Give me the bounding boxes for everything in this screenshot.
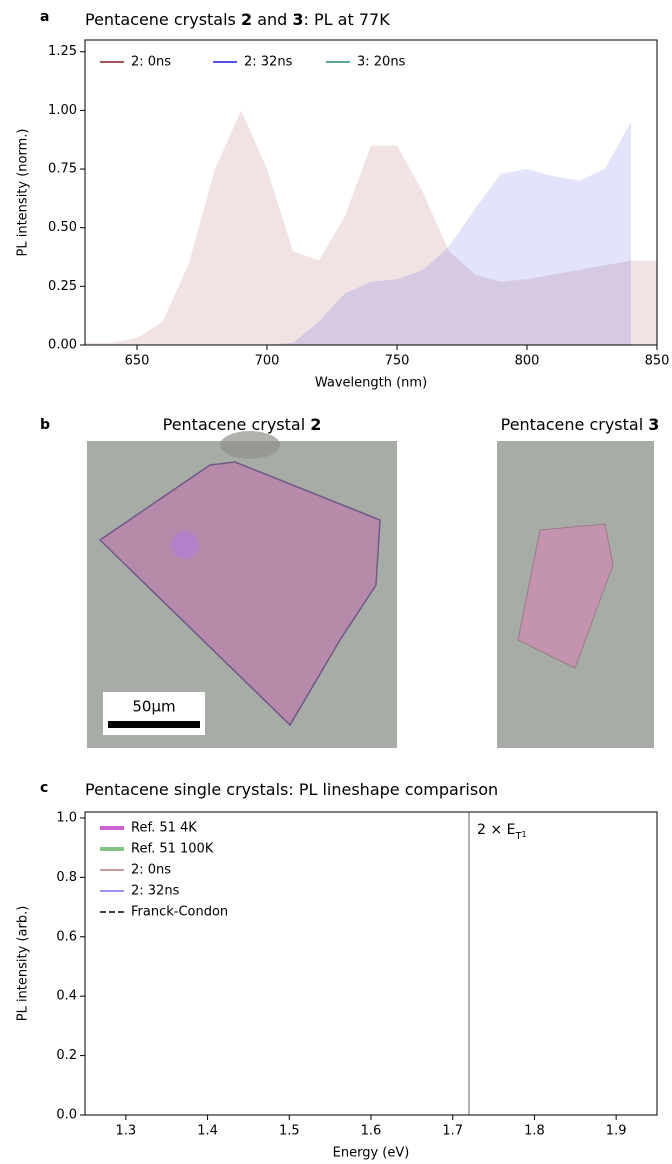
x-tick-label: 1.4 [197,1124,218,1139]
text-run: 2 [241,10,252,29]
annotation: 2 × ET1 [477,822,527,842]
text-run: Pentacene crystals [85,10,241,29]
y-tick-label: 0.25 [48,279,77,294]
photo-caption: Pentacene crystal 3 [501,415,660,434]
x-tick-label: 1.6 [361,1124,382,1139]
x-tick-label: 750 [385,354,410,369]
scale-bar-label: 50μm [132,698,175,716]
y-tick-label: 0.2 [56,1048,77,1063]
text-run: Pentacene crystal [163,415,311,434]
annotation-text: 2 × E [477,822,515,838]
photo: 50μm [87,431,397,748]
text-run: 3 [648,415,659,434]
legend-label: Franck-Condon [131,905,228,920]
legend-label: 2: 32ns [131,884,180,899]
annotation-subsub: 1 [522,830,527,839]
panel-label: a [40,9,49,25]
y-tick-label: 1.00 [48,103,77,118]
text-run: Pentacene single crystals: PL lineshape … [85,780,498,799]
y-tick-label: 0.50 [48,220,77,235]
plot-area [85,110,657,345]
text-run: : PL at 77K [304,10,391,29]
x-tick-label: 700 [255,354,280,369]
panel-label: c [40,780,48,796]
y-tick-label: 0.00 [48,338,77,353]
legend-label: 2: 0ns [131,863,171,878]
x-tick-label: 1.5 [279,1124,300,1139]
y-tick-label: 0.6 [56,929,77,944]
x-axis-label: Energy (eV) [333,1146,410,1161]
photo [497,441,654,748]
y-axis-label: PL intensity (norm.) [16,129,31,257]
x-tick-label: 1.9 [606,1124,627,1139]
x-tick-label: 1.8 [524,1124,545,1139]
x-tick-label: 800 [515,354,540,369]
x-tick-label: 1.7 [442,1124,463,1139]
y-tick-label: 1.0 [56,810,77,825]
y-tick-label: 0.0 [56,1108,77,1123]
chart-title: Pentacene single crystals: PL lineshape … [85,780,498,799]
y-axis-label: PL intensity (arb.) [16,906,31,1022]
text-run: and [252,10,292,29]
x-tick-label: 650 [125,354,150,369]
text-run: 2 [310,415,321,434]
x-tick-label: 850 [645,354,670,369]
text-run: Pentacene crystal [501,415,649,434]
legend-label: 3: 20ns [357,55,406,70]
photo-caption: Pentacene crystal 2 [163,415,322,434]
axes-frame [85,812,657,1115]
legend-label: Ref. 51 100K [131,842,214,857]
y-tick-label: 0.8 [56,870,77,885]
x-tick-label: 1.3 [116,1124,137,1139]
text-run: 3 [292,10,303,29]
chart-title: Pentacene crystals 2 and 3: PL at 77K [85,10,390,29]
x-axis-label: Wavelength (nm) [315,376,427,391]
legend-label: 2: 0ns [131,55,171,70]
legend-label: 2: 32ns [244,55,293,70]
y-tick-label: 0.75 [48,162,77,177]
y-tick-label: 1.25 [48,44,77,59]
figure: a b c 50μm Pentacene crystal 2 Pentacene… [0,0,672,1164]
panel-label: b [40,417,50,433]
y-tick-label: 0.4 [56,989,77,1004]
legend-label: Ref. 51 4K [131,821,197,836]
